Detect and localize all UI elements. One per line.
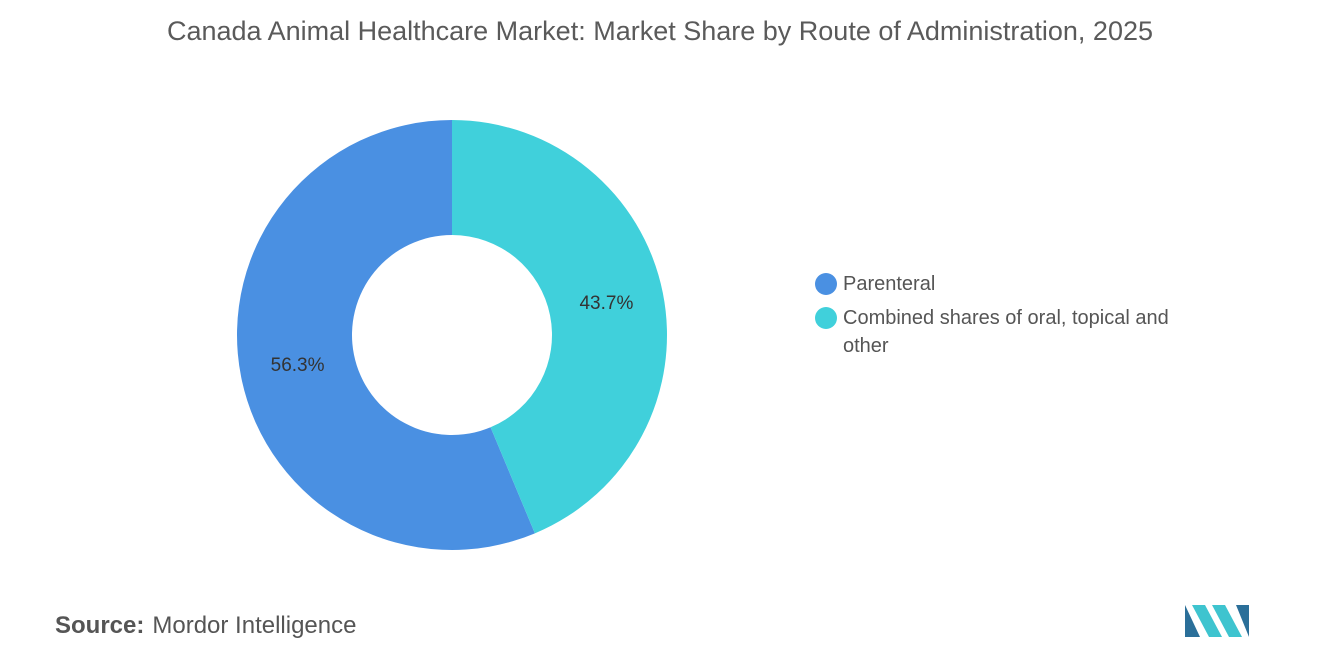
source: Source: Mordor Intelligence <box>55 612 356 640</box>
source-label: Source: <box>55 612 145 639</box>
source-text: Mordor Intelligence <box>152 612 357 639</box>
donut-slice <box>452 120 667 534</box>
data-label: 43.7% <box>579 293 633 314</box>
legend-label: Combined shares of oral, topical and oth… <box>843 307 1169 357</box>
legend-item: Parenteral <box>815 270 1215 298</box>
donut-slice <box>237 120 535 550</box>
legend-item: Combined shares of oral, topical and oth… <box>815 304 1215 360</box>
legend-marker <box>815 273 837 295</box>
chart-title: Canada Animal Healthcare Market: Market … <box>166 16 1153 46</box>
legend-label: Parenteral <box>843 273 936 295</box>
legend: Parenteral Combined shares of oral, topic… <box>815 270 1215 366</box>
data-label: 56.3% <box>271 355 325 376</box>
legend-marker <box>815 307 837 329</box>
logo <box>1185 605 1249 637</box>
